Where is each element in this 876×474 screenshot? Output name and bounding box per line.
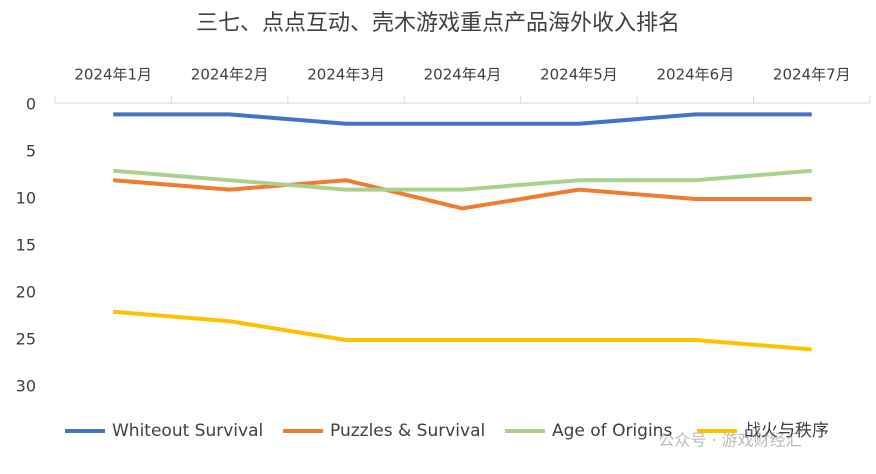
- watermark: 公众号 · 游戏财经汇: [658, 431, 801, 450]
- x-tick-label: 2024年4月: [424, 66, 502, 84]
- x-tick-label: 2024年6月: [656, 66, 734, 84]
- legend-label: Puzzles & Survival: [330, 421, 485, 441]
- chart-title: 三七、点点互动、壳木游戏重点产品海外收入排名: [196, 11, 680, 36]
- legend-label: 战火与秩序: [744, 421, 829, 441]
- y-tick-label: 25: [16, 330, 36, 349]
- x-tick-label: 2024年5月: [540, 66, 618, 84]
- line-series: [113, 112, 812, 126]
- legend-label: Age of Origins: [552, 421, 672, 441]
- y-tick-label: 15: [16, 236, 36, 255]
- line-series: [113, 168, 812, 192]
- line-series: [113, 309, 812, 352]
- y-tick-label: 30: [16, 377, 36, 396]
- x-tick-label: 2024年2月: [191, 66, 269, 84]
- y-tick-label: 20: [16, 283, 36, 302]
- line-series: [113, 178, 812, 211]
- y-tick-label: 10: [16, 189, 36, 208]
- legend-label: Whiteout Survival: [112, 421, 263, 441]
- y-tick-label: 5: [26, 142, 36, 161]
- y-tick-label: 0: [26, 95, 36, 114]
- x-tick-label: 2024年1月: [74, 66, 152, 84]
- x-tick-label: 2024年3月: [307, 66, 385, 84]
- x-tick-label: 2024年7月: [773, 66, 851, 84]
